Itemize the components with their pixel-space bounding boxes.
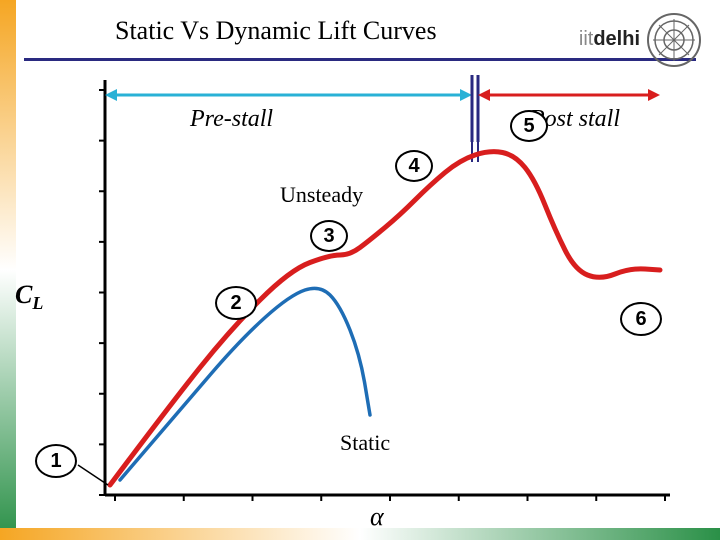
marker-5: 5 (510, 110, 548, 142)
pre-stall-hand-label: Pre-stall (190, 106, 273, 133)
y-axis-label: CL (15, 280, 43, 314)
flag-stripe-bottom (0, 528, 720, 540)
unsteady-label: Unsteady (280, 182, 363, 208)
marker-6: 6 (620, 302, 662, 336)
chart-area: CL α Pre-stall Post stall Unsteady Stati… (60, 70, 680, 520)
marker-2: 2 (215, 286, 257, 320)
logo-text: iitdelhi (579, 28, 640, 51)
logo-text-prefix: iit (579, 28, 593, 50)
y-axis-label-sub: L (32, 293, 43, 313)
page-title: Static Vs Dynamic Lift Curves (115, 16, 437, 46)
marker-4: 4 (395, 150, 433, 182)
title-underline (24, 58, 696, 61)
marker-3: 3 (310, 220, 348, 252)
marker-1: 1 (35, 444, 77, 478)
logo-seal-icon (646, 12, 702, 68)
static-label: Static (340, 430, 390, 456)
flag-stripe-left (0, 0, 16, 540)
logo-text-bold: delhi (593, 28, 640, 50)
y-axis-label-main: C (15, 280, 32, 309)
x-axis-label: α (370, 502, 384, 532)
